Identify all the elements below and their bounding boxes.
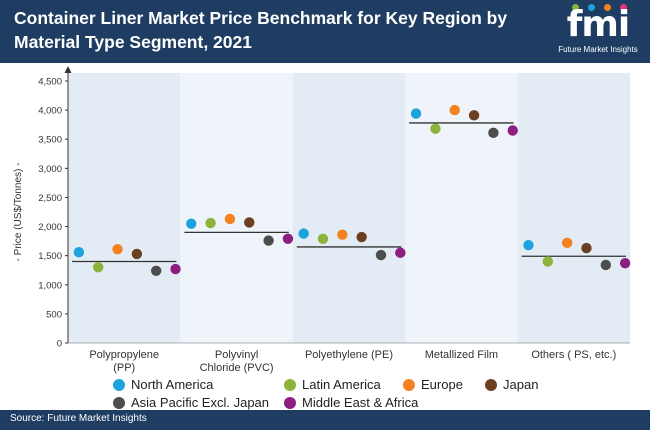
data-point — [619, 258, 631, 269]
category-label: Others ( PS, etc.) — [531, 349, 616, 361]
data-point — [170, 263, 181, 275]
footer-bar: Source: Future Market Insights — [0, 410, 650, 430]
data-point — [263, 235, 274, 246]
y-tick-label: 0 — [57, 339, 62, 350]
data-point — [282, 233, 294, 244]
category-band — [292, 73, 406, 343]
data-point — [375, 249, 387, 261]
category-band — [180, 73, 293, 343]
data-point — [468, 110, 480, 121]
category-label: Chloride (PVC) — [200, 362, 274, 374]
legend-marker — [284, 397, 296, 409]
data-point — [131, 248, 143, 260]
logo-wordmark: fmi — [566, 4, 631, 45]
data-point — [298, 228, 309, 239]
data-point — [581, 242, 592, 254]
y-axis-label: - Price (US$/Tonnes) - — [13, 163, 24, 262]
source-note: Source: Future Market Insights — [10, 413, 147, 424]
data-point — [244, 217, 255, 228]
legend-label: North America — [131, 377, 214, 392]
legend-marker — [113, 379, 125, 391]
y-tick-label: 4,000 — [38, 106, 62, 117]
y-tick-label: 500 — [46, 309, 62, 320]
y-tick-label: 3,500 — [38, 135, 62, 146]
y-tick-label: 2,000 — [38, 222, 62, 233]
category-label: Polyvinyl — [215, 349, 258, 361]
chart-title: Container Liner Market Price Benchmark f… — [14, 8, 508, 52]
data-point — [205, 217, 216, 229]
price-benchmark-chart: 0 500 1,000 1,500 2,000 2,500 3,000 3,500 4,000 4… — [13, 66, 631, 374]
legend-marker — [403, 379, 415, 391]
data-point — [150, 265, 162, 277]
legend-marker — [113, 397, 125, 409]
category-band — [405, 73, 518, 343]
data-point — [600, 259, 611, 271]
legend-label: Middle East & Africa — [302, 395, 419, 410]
legend-marker — [284, 379, 296, 391]
data-point — [488, 127, 499, 139]
data-point — [430, 123, 441, 134]
y-axis-arrow — [64, 66, 72, 73]
legend-label: Europe — [421, 377, 463, 392]
y-tick-label: 1,500 — [38, 251, 62, 262]
logo-dots — [568, 4, 638, 12]
data-point — [317, 233, 329, 244]
data-point — [356, 231, 367, 243]
data-point — [337, 229, 348, 240]
category-label: Polyethylene (PE) — [305, 349, 393, 361]
data-point — [523, 239, 534, 251]
legend-label: Latin America — [302, 377, 381, 392]
logo-subtitle: Future Market Insights — [558, 45, 638, 54]
category-label: (PP) — [113, 362, 135, 374]
data-point — [112, 244, 123, 255]
data-point — [186, 218, 197, 229]
data-point — [507, 125, 518, 136]
y-tick-label: 2,500 — [38, 193, 62, 204]
data-point — [224, 213, 236, 225]
legend-marker — [485, 379, 497, 391]
y-tick-label: 4,500 — [38, 77, 62, 88]
category-label: Polypropylene — [89, 349, 159, 361]
legend-label: Asia Pacific Excl. Japan — [131, 395, 270, 410]
data-point — [561, 237, 573, 249]
data-point — [410, 108, 422, 119]
y-tick-label: 1,000 — [38, 280, 62, 291]
fmi-logo: fmi Future Market Insights — [550, 4, 646, 58]
data-point — [395, 247, 406, 258]
data-point — [73, 246, 85, 258]
legend-label: Japan — [503, 377, 539, 392]
header-bar: Container Liner Market Price Benchmark f… — [0, 0, 650, 63]
data-point — [542, 256, 554, 267]
y-tick-label: 3,000 — [38, 164, 62, 175]
data-point — [449, 104, 460, 116]
category-band — [517, 73, 630, 343]
category-band — [68, 73, 181, 343]
data-point — [93, 262, 104, 273]
category-label: Metallized Film — [425, 349, 498, 361]
